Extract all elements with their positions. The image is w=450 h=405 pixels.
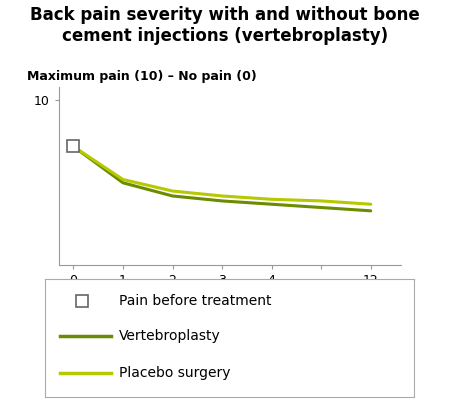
Text: Back pain severity with and without bone
cement injections (vertebroplasty): Back pain severity with and without bone… — [30, 6, 420, 45]
Text: Placebo surgery: Placebo surgery — [119, 367, 230, 380]
Text: Pain before treatment: Pain before treatment — [119, 294, 271, 307]
Text: Maximum pain (10) – No pain (0): Maximum pain (10) – No pain (0) — [27, 70, 257, 83]
Text: Weeks: Weeks — [349, 288, 400, 303]
Text: Vertebroplasty: Vertebroplasty — [119, 329, 220, 343]
